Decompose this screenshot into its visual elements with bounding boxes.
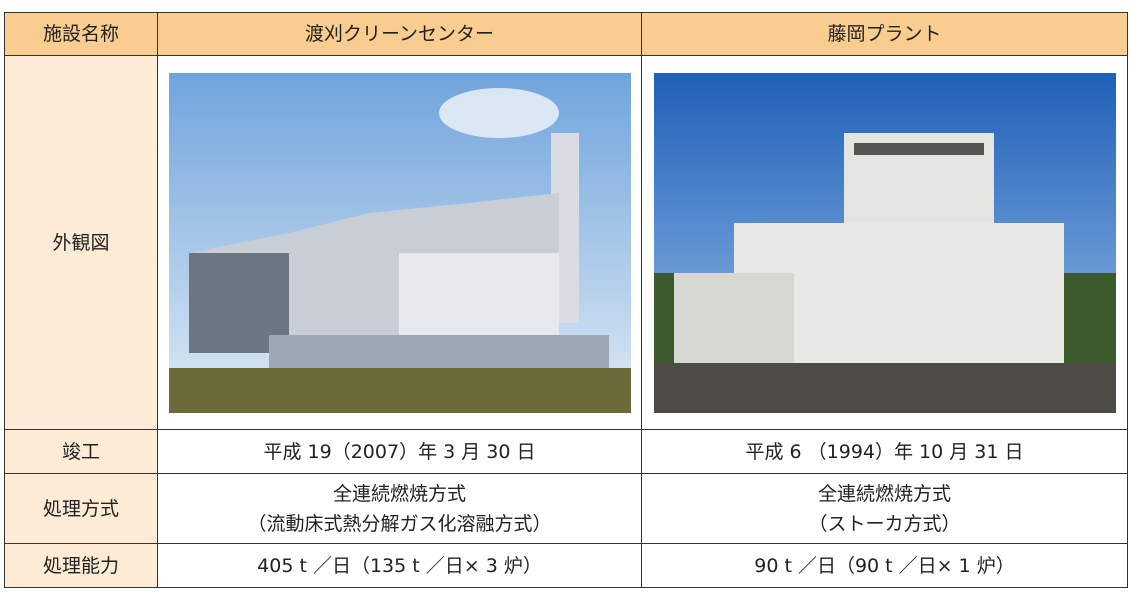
photo	[653, 72, 1116, 413]
cell-line: 全連続燃焼方式	[332, 482, 466, 505]
row-label: 外観図	[4, 55, 158, 430]
row-label: 処理方式	[4, 473, 158, 544]
cell-line: 全連続燃焼方式	[817, 482, 951, 505]
cell-line: 平成 6 （1994）年 10 月 31 日	[745, 440, 1024, 463]
cell: 全連続燃焼方式 （流動床式熱分解ガス化溶融方式）	[157, 473, 642, 544]
facility-table: 施設名称 渡刈クリーンセンター 藤岡プラント 外観図 竣工 平成 19（2007）…	[4, 12, 1128, 588]
header-cell: 藤岡プラント	[641, 12, 1128, 56]
image-cell	[641, 55, 1128, 430]
image-cell	[157, 55, 642, 430]
cell-line: 405 t ／日（135 t ／日× 3 炉）	[257, 554, 542, 577]
image-row: 外観図	[4, 55, 1128, 430]
cell-line: 90 t ／日（90 t ／日× 1 炉）	[754, 554, 1015, 577]
data-row: 処理能力 405 t ／日（135 t ／日× 3 炉） 90 t ／日（90 t …	[4, 543, 1128, 588]
row-label: 処理能力	[4, 543, 158, 588]
data-row: 処理方式 全連続燃焼方式 （流動床式熱分解ガス化溶融方式） 全連続燃焼方式 （ストーカ方…	[4, 473, 1128, 544]
cell-line: （流動床式熱分解ガス化溶融方式）	[247, 512, 552, 535]
cell: 405 t ／日（135 t ／日× 3 炉）	[157, 543, 642, 588]
cell: 90 t ／日（90 t ／日× 1 炉）	[641, 543, 1128, 588]
data-row: 竣工 平成 19（2007）年 3 月 30 日 平成 6 （1994）年 10 月…	[4, 429, 1128, 474]
header-cell: 施設名称	[4, 12, 158, 56]
header-cell: 渡刈クリーンセンター	[157, 12, 642, 56]
cell: 平成 19（2007）年 3 月 30 日	[157, 429, 642, 474]
cell-line: （ストーカ方式）	[808, 512, 961, 535]
cell: 全連続燃焼方式 （ストーカ方式）	[641, 473, 1128, 544]
header-row: 施設名称 渡刈クリーンセンター 藤岡プラント	[4, 12, 1128, 56]
row-label: 竣工	[4, 429, 158, 474]
cell-line: 平成 19（2007）年 3 月 30 日	[263, 440, 536, 463]
cell: 平成 6 （1994）年 10 月 31 日	[641, 429, 1128, 474]
photo	[168, 72, 631, 413]
